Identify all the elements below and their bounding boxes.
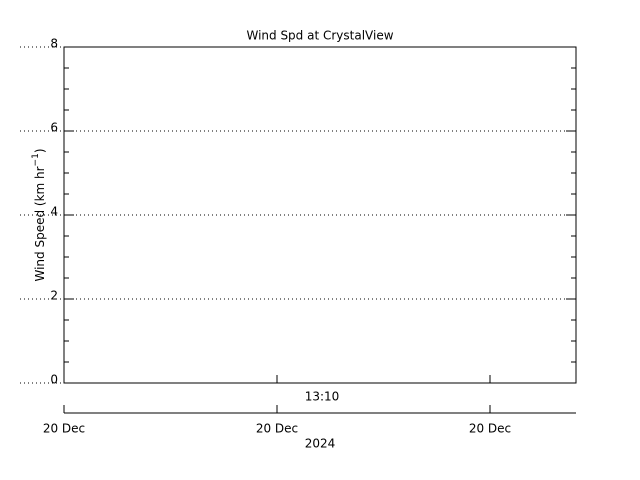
x-date-label: 20 Dec xyxy=(469,422,511,436)
x-year-label: 2024 xyxy=(305,437,336,451)
y-axis-label-sup: −1 xyxy=(31,153,41,166)
y-tick-label: 2 xyxy=(50,289,58,303)
chart-title: Wind Spd at CrystalView xyxy=(246,29,393,43)
y-axis-label: Wind Speed (km hr−1) xyxy=(31,148,47,281)
x-date-label: 20 Dec xyxy=(256,422,298,436)
y-tick-label: 0 xyxy=(50,373,58,387)
x-time-label: 13:10 xyxy=(305,390,340,404)
y-axis-label-end: ) xyxy=(33,148,47,153)
x-date-label: 20 Dec xyxy=(43,422,85,436)
y-tick-label: 4 xyxy=(50,205,58,219)
y-axis-label-main: Wind Speed (km hr xyxy=(33,166,47,281)
y-tick-label: 6 xyxy=(50,121,58,135)
y-tick-label: 8 xyxy=(50,37,58,51)
